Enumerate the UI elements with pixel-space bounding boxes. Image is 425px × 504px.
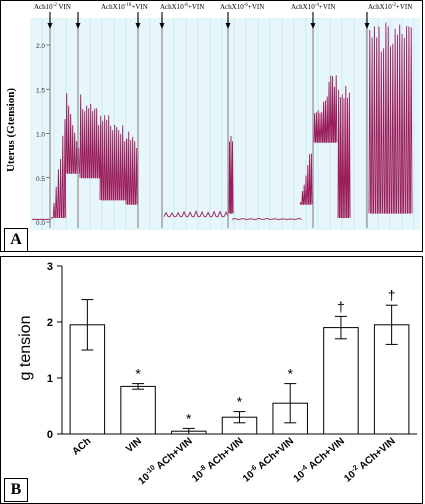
stimulus-annotation: AchX10-4+VIN: [291, 3, 335, 11]
trace-segment: [125, 131, 138, 205]
error-bars: [81, 299, 398, 435]
bar-y-axis-label: g tension: [17, 316, 34, 381]
significance-marker: †: [388, 287, 396, 303]
significance-marker: †: [337, 298, 345, 314]
significance-marker: *: [287, 366, 293, 382]
bar-y-ticks: 0 1 2 3: [47, 261, 62, 441]
trace-segment: [163, 210, 229, 218]
down-arrow-head-icon: [225, 23, 231, 29]
stimulus-annotation: AchX10-6+VIN: [220, 3, 264, 11]
bar-x-tick-label: 10-8 ACh+VIN: [190, 435, 246, 485]
significance-marker: *: [186, 410, 192, 426]
significance-marker: *: [237, 394, 243, 410]
bar-y-tick-label: 2: [47, 317, 53, 329]
trace-lines: [32, 22, 413, 220]
stimulus-annotation: Ach10-2 VIN: [34, 3, 71, 11]
trace-segment: [79, 94, 102, 179]
trace-segment: [337, 85, 351, 219]
panel-a-frame: [0, 0, 423, 252]
down-arrow-head-icon: [310, 23, 316, 29]
down-arrow-head-icon: [364, 23, 370, 29]
trace-segment: [99, 115, 128, 201]
trace-segment: [65, 93, 80, 174]
trace-y-tick-label: 2.0: [36, 43, 45, 50]
bar-y-tick-label: 0: [47, 429, 53, 441]
trace-y-tick-label: 0.5: [36, 176, 45, 183]
bar-y-tick-label: 3: [47, 261, 53, 273]
trace-y-axis-label: Uterus (Gtension): [5, 88, 17, 172]
panel-a-label: A: [4, 228, 28, 252]
trace-y-tick-label: 1.0: [36, 132, 45, 139]
stimulus-markers: Ach10-2 VIN AchX10-10+VIN AchX10-8+VIN AchX…: [34, 3, 412, 228]
stimulus-annotation: AchX10-10+VIN: [101, 3, 148, 11]
significance-marker: *: [135, 366, 141, 382]
down-arrow-head-icon: [159, 23, 165, 29]
trace-segment: [299, 153, 313, 205]
down-arrow-head-icon: [75, 23, 81, 29]
stimulus-annotation: AchX10-2+VIN: [368, 3, 412, 11]
trace-segment: [313, 75, 338, 143]
stimulus-annotation: AchX10-8+VIN: [160, 3, 204, 11]
trace-y-tick-label: 0.0: [36, 220, 45, 227]
panel-a-trace-chart: Ach10-2 VIN AchX10-10+VIN AchX10-8+VIN AchX…: [5, 3, 420, 230]
bar-y-tick-label: 1: [47, 373, 53, 385]
bar-x-tick-label: 10-2 ACh+VIN: [342, 435, 398, 485]
down-arrow-head-icon: [135, 23, 141, 29]
significance-markers: * * * * † †: [135, 287, 395, 426]
panel-b-label: B: [4, 478, 28, 502]
trace-segment: [50, 119, 67, 219]
bar: [120, 385, 156, 435]
trace-y-ticks: 0.0 0.5 1.0 1.5 2.0: [36, 43, 50, 227]
bar-x-tick-label: VIN: [124, 436, 144, 455]
trace-y-tick-label: 1.5: [36, 87, 45, 94]
trace-segment: [231, 218, 302, 220]
bar-x-tick-label: ACh: [70, 436, 93, 458]
down-arrow-head-icon: [47, 23, 53, 29]
bar-x-tick-label: 10-4 ACh+VIN: [291, 435, 347, 485]
bar: [323, 327, 359, 435]
bar-x-tick-label: 10-10 ACh+VIN: [136, 435, 195, 487]
trace-segment: [228, 135, 234, 214]
trace-segment: [368, 22, 413, 214]
bar-x-tick-label: 10-6 ACh+VIN: [240, 435, 296, 485]
